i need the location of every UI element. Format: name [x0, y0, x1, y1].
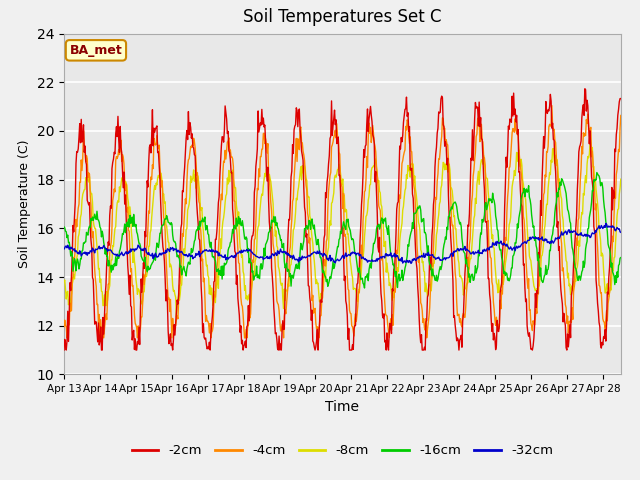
Title: Soil Temperatures Set C: Soil Temperatures Set C [243, 9, 442, 26]
X-axis label: Time: Time [325, 400, 360, 414]
Text: BA_met: BA_met [70, 44, 122, 57]
Legend: -2cm, -4cm, -8cm, -16cm, -32cm: -2cm, -4cm, -8cm, -16cm, -32cm [126, 439, 559, 463]
Y-axis label: Soil Temperature (C): Soil Temperature (C) [18, 140, 31, 268]
